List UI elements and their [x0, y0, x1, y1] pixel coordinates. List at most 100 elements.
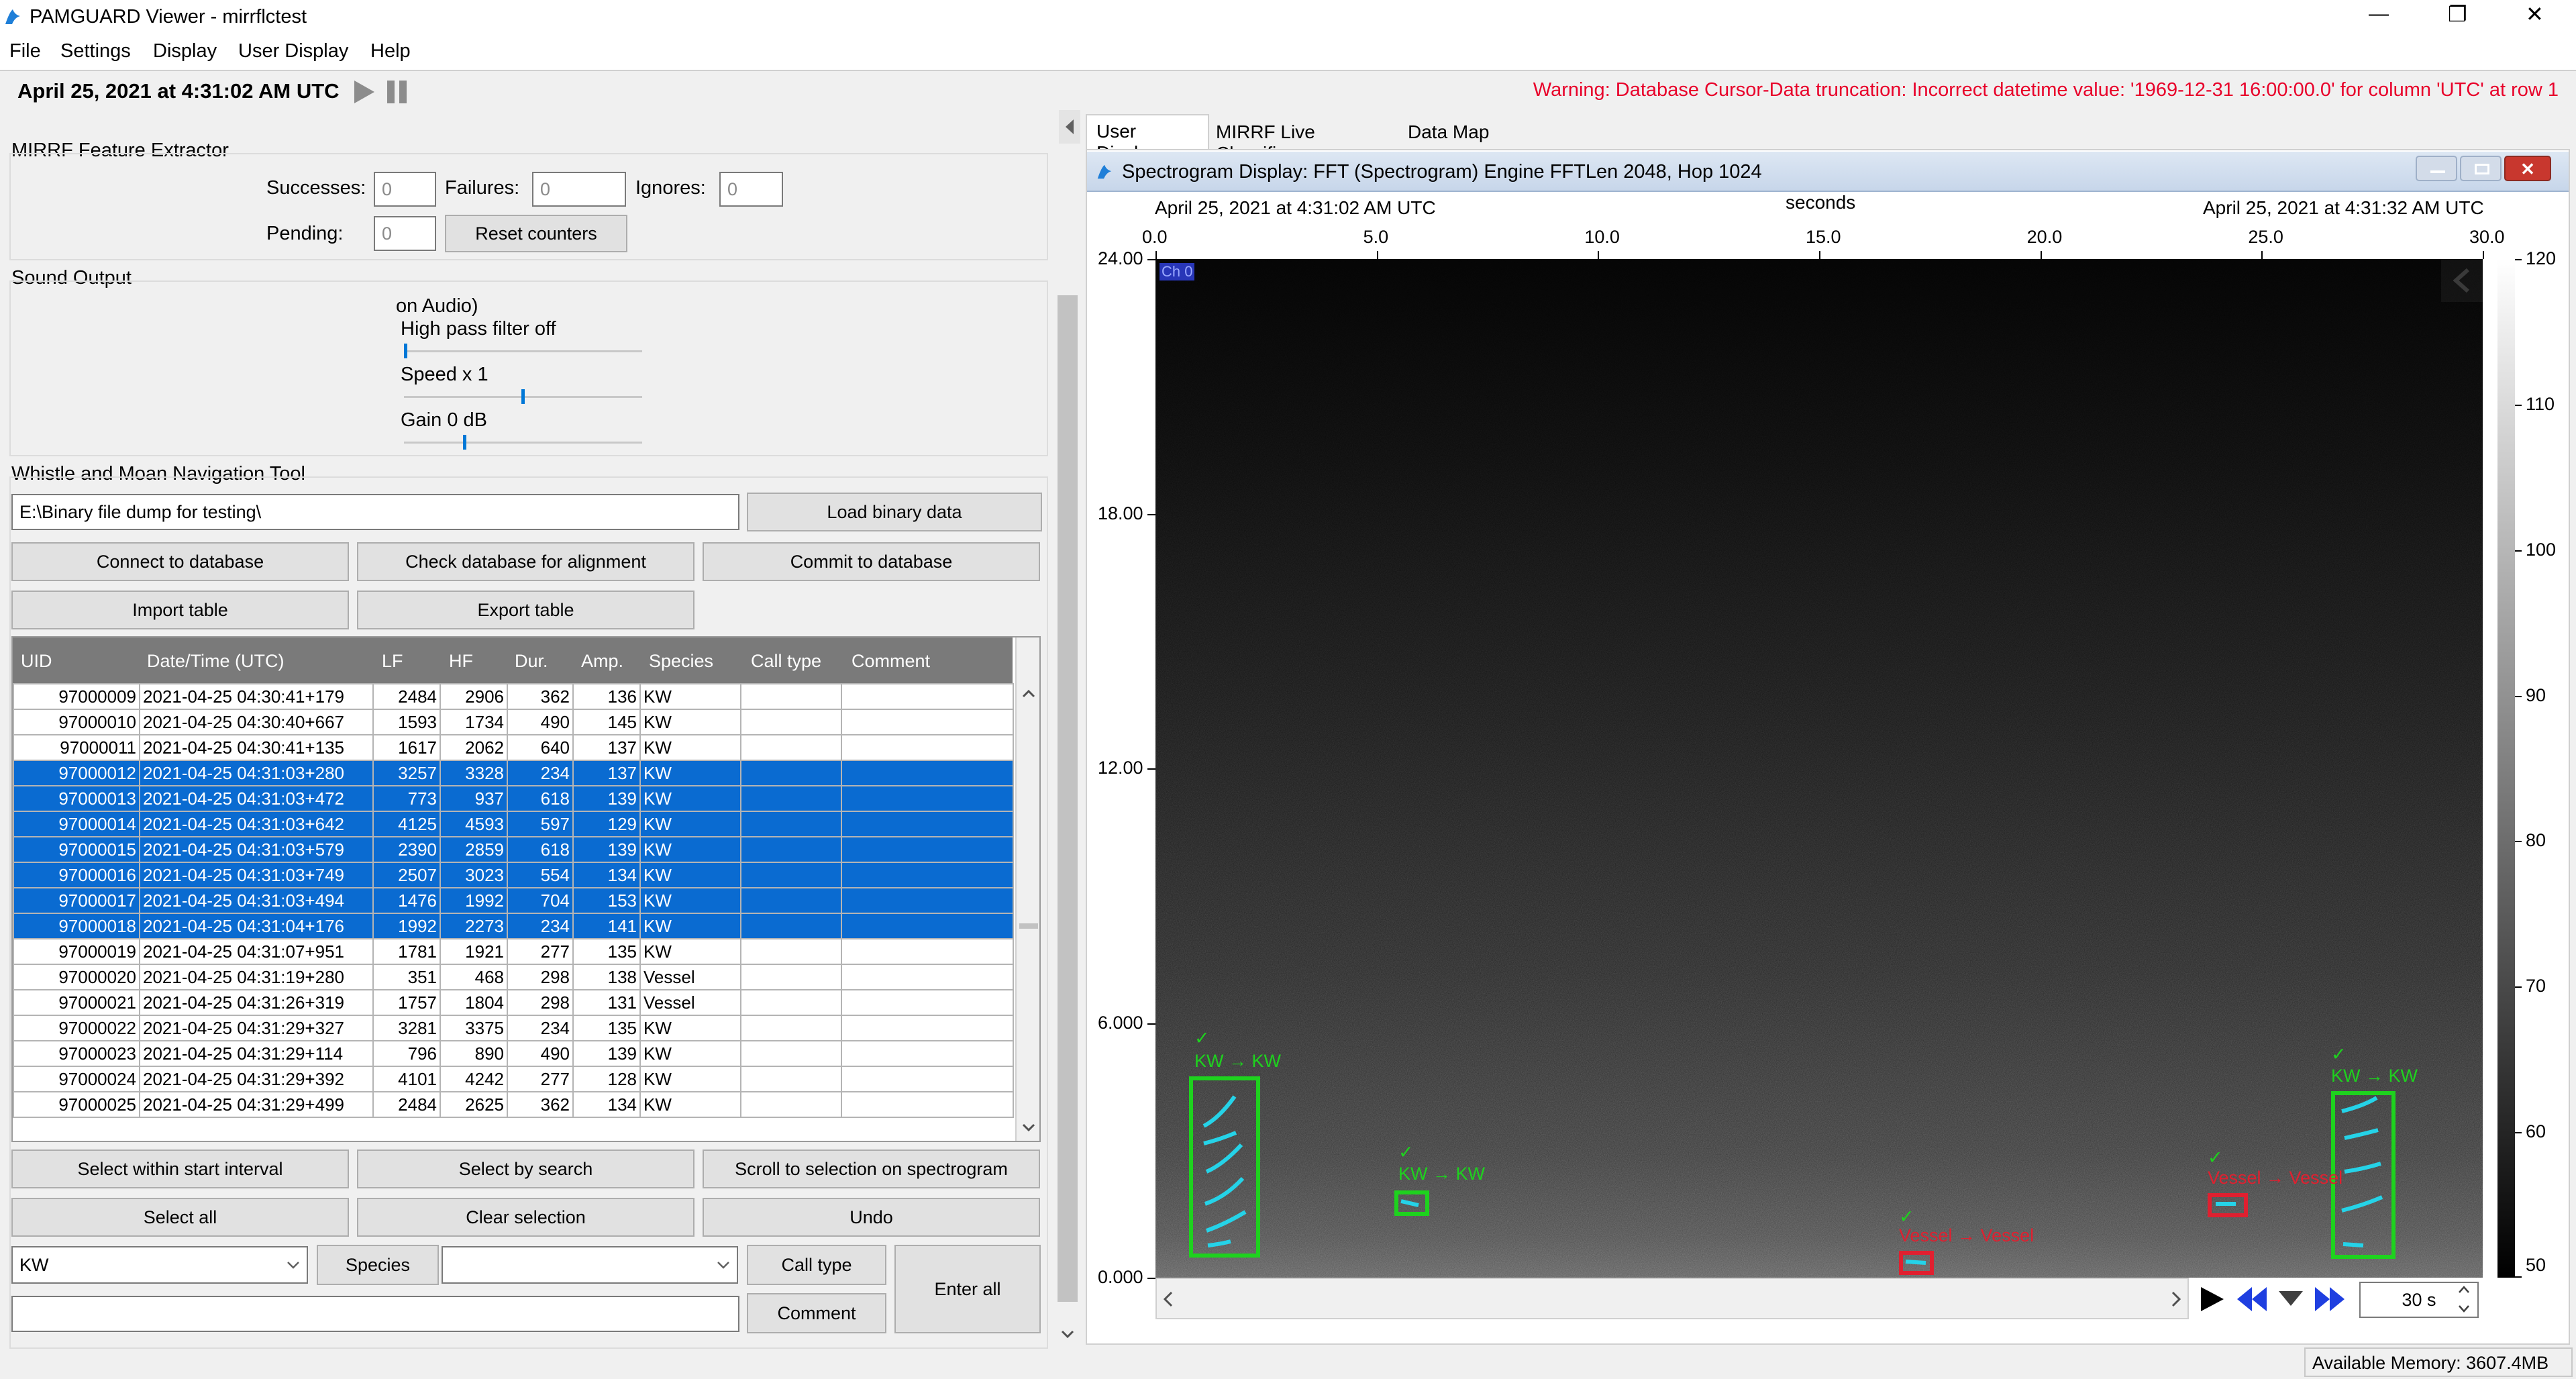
- cell-amp[interactable]: 139: [572, 785, 641, 812]
- cell-comment[interactable]: [841, 862, 1014, 888]
- connect-db-button[interactable]: Connect to database: [11, 542, 349, 581]
- cell-lf[interactable]: 3281: [372, 1015, 441, 1041]
- col-comment[interactable]: Comment: [852, 651, 931, 671]
- collapse-left-icon[interactable]: [1063, 118, 1076, 136]
- table-scrollbar[interactable]: [1015, 637, 1039, 1141]
- cell-comment[interactable]: [841, 1091, 1014, 1118]
- cell-hf[interactable]: 2273: [440, 913, 508, 939]
- cell-species[interactable]: KW: [639, 709, 741, 735]
- cell-lf[interactable]: 2484: [372, 683, 441, 710]
- spectro-restore-button[interactable]: [2460, 156, 2502, 181]
- cell-dur[interactable]: 277: [507, 1066, 574, 1092]
- cell-comment[interactable]: [841, 887, 1014, 914]
- cell-uid[interactable]: 97000009: [13, 683, 140, 710]
- table-row[interactable]: 97000019 2021-04-25 04:31:07+951 1781 1921 2…: [13, 938, 1014, 965]
- cell-calltype[interactable]: [740, 1040, 842, 1067]
- import-table-button[interactable]: Import table: [11, 591, 349, 629]
- scroll-down-icon[interactable]: [1061, 1330, 1074, 1339]
- cell-lf[interactable]: 2507: [372, 862, 441, 888]
- table-row[interactable]: 97000020 2021-04-25 04:31:19+280 351 468 298…: [13, 964, 1014, 990]
- cell-dur[interactable]: 490: [507, 1040, 574, 1067]
- col-datetime[interactable]: Date/Time (UTC): [147, 651, 285, 671]
- cell-datetime[interactable]: 2021-04-25 04:31:19+280: [139, 964, 374, 990]
- cell-comment[interactable]: [841, 913, 1014, 939]
- menu-display[interactable]: Display: [153, 40, 217, 62]
- cell-species[interactable]: KW: [639, 734, 741, 761]
- table-row[interactable]: 97000018 2021-04-25 04:31:04+176 1992 2273 2…: [13, 913, 1014, 939]
- table-row[interactable]: 97000022 2021-04-25 04:31:29+327 3281 3375 2…: [13, 1015, 1014, 1041]
- col-hf[interactable]: HF: [449, 651, 473, 671]
- speed-slider[interactable]: [521, 389, 525, 404]
- cell-lf[interactable]: 3257: [372, 760, 441, 786]
- cell-hf[interactable]: 3328: [440, 760, 508, 786]
- cell-hf[interactable]: 890: [440, 1040, 508, 1067]
- spin-down-icon[interactable]: [2457, 1303, 2471, 1314]
- cell-dur[interactable]: 298: [507, 964, 574, 990]
- cell-datetime[interactable]: 2021-04-25 04:31:29+114: [139, 1040, 374, 1067]
- tab-data-map[interactable]: Data Map: [1401, 118, 1503, 149]
- binary-path-field[interactable]: E:\Binary file dump for testing\: [11, 494, 739, 530]
- cell-comment[interactable]: [841, 1066, 1014, 1092]
- col-dur[interactable]: Dur.: [515, 651, 548, 671]
- cell-datetime[interactable]: 2021-04-25 04:31:03+472: [139, 785, 374, 812]
- cell-hf[interactable]: 1921: [440, 938, 508, 965]
- cell-lf[interactable]: 1757: [372, 989, 441, 1016]
- cell-datetime[interactable]: 2021-04-25 04:30:40+667: [139, 709, 374, 735]
- cell-datetime[interactable]: 2021-04-25 04:31:03+749: [139, 862, 374, 888]
- cell-datetime[interactable]: 2021-04-25 04:31:07+951: [139, 938, 374, 965]
- cell-datetime[interactable]: 2021-04-25 04:31:04+176: [139, 913, 374, 939]
- cell-lf[interactable]: 4125: [372, 811, 441, 837]
- table-row[interactable]: 97000015 2021-04-25 04:31:03+579 2390 2859 6…: [13, 836, 1014, 863]
- cell-species[interactable]: KW: [639, 913, 741, 939]
- spin-up-icon[interactable]: [2457, 1284, 2471, 1295]
- cell-comment[interactable]: [841, 760, 1014, 786]
- cell-dur[interactable]: 362: [507, 683, 574, 710]
- clear-selection-button[interactable]: Clear selection: [357, 1198, 694, 1237]
- cell-species[interactable]: KW: [639, 683, 741, 710]
- table-row[interactable]: 97000023 2021-04-25 04:31:29+114 796 890 490…: [13, 1040, 1014, 1067]
- cell-calltype[interactable]: [740, 683, 842, 710]
- tab-user-display[interactable]: User Display: [1086, 114, 1209, 163]
- cell-species[interactable]: Vessel: [639, 989, 741, 1016]
- cell-calltype[interactable]: [740, 1091, 842, 1118]
- cell-dur[interactable]: 490: [507, 709, 574, 735]
- table-row[interactable]: 97000011 2021-04-25 04:30:41+135 1617 2062 6…: [13, 734, 1014, 761]
- cell-amp[interactable]: 134: [572, 1091, 641, 1118]
- detection-box-kw-3[interactable]: [2331, 1091, 2395, 1259]
- pause-icon[interactable]: [385, 79, 409, 105]
- cell-amp[interactable]: 128: [572, 1066, 641, 1092]
- cell-comment[interactable]: [841, 709, 1014, 735]
- minimize-button[interactable]: —: [2369, 3, 2389, 25]
- table-row[interactable]: 97000010 2021-04-25 04:30:40+667 1593 1734 4…: [13, 709, 1014, 735]
- cell-lf[interactable]: 773: [372, 785, 441, 812]
- cell-comment[interactable]: [841, 836, 1014, 863]
- calltype-button[interactable]: Call type: [747, 1245, 886, 1285]
- cell-calltype[interactable]: [740, 989, 842, 1016]
- detection-box-kw-1[interactable]: [1189, 1076, 1260, 1258]
- menu-help[interactable]: Help: [370, 40, 411, 62]
- cell-amp[interactable]: 134: [572, 862, 641, 888]
- cell-hf[interactable]: 1992: [440, 887, 508, 914]
- cell-uid[interactable]: 97000024: [13, 1066, 140, 1092]
- cell-uid[interactable]: 97000015: [13, 836, 140, 863]
- cell-uid[interactable]: 97000014: [13, 811, 140, 837]
- cell-lf[interactable]: 1617: [372, 734, 441, 761]
- cell-calltype[interactable]: [740, 734, 842, 761]
- cell-calltype[interactable]: [740, 836, 842, 863]
- cell-comment[interactable]: [841, 785, 1014, 812]
- cell-amp[interactable]: 137: [572, 760, 641, 786]
- cell-datetime[interactable]: 2021-04-25 04:30:41+135: [139, 734, 374, 761]
- spectro-minimize-button[interactable]: [2416, 156, 2457, 181]
- cell-lf[interactable]: 1476: [372, 887, 441, 914]
- scroll-thumb[interactable]: [1019, 923, 1038, 929]
- scroll-up-icon[interactable]: [1022, 688, 1035, 698]
- select-start-interval-button[interactable]: Select within start interval: [11, 1150, 349, 1188]
- load-binary-button[interactable]: Load binary data: [747, 493, 1042, 531]
- detection-box-vessel-2[interactable]: [2208, 1193, 2248, 1217]
- cell-uid[interactable]: 97000010: [13, 709, 140, 735]
- cell-comment[interactable]: [841, 1015, 1014, 1041]
- cell-dur[interactable]: 704: [507, 887, 574, 914]
- cell-uid[interactable]: 97000011: [13, 734, 140, 761]
- export-table-button[interactable]: Export table: [357, 591, 694, 629]
- cell-lf[interactable]: 796: [372, 1040, 441, 1067]
